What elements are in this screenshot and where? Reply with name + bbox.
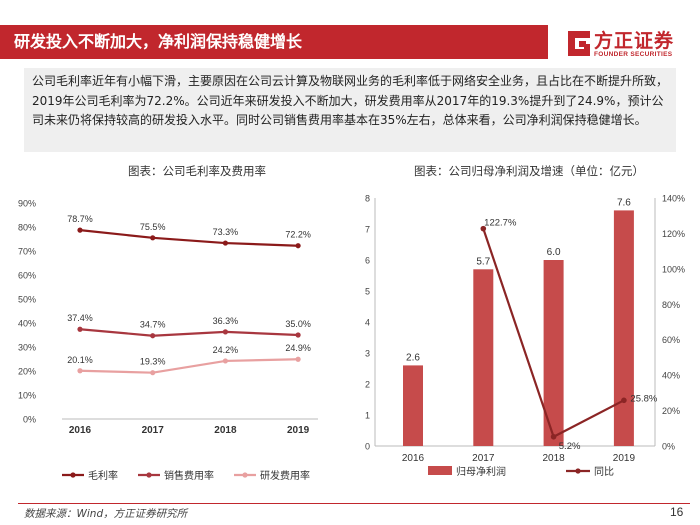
- bar: [473, 269, 494, 446]
- yoy-label: 5.2%: [559, 441, 581, 452]
- y-right-tick-label: 100%: [662, 264, 685, 274]
- data-label: 24.9%: [285, 343, 311, 353]
- data-label: 20.1%: [67, 355, 93, 365]
- data-point: [150, 235, 156, 241]
- yoy-point: [621, 397, 627, 404]
- page-title: 研发投入不断加大，净利润保持稳健增长: [0, 25, 548, 59]
- chart2-title: 图表：公司归母净利润及增速（单位：亿元）: [414, 164, 644, 178]
- y-left-tick-label: 1: [365, 411, 370, 421]
- footer-divider: [18, 503, 690, 504]
- legend-marker-icon: [70, 472, 76, 478]
- data-point: [222, 358, 228, 364]
- data-point: [77, 368, 83, 374]
- yoy-label: 122.7%: [484, 218, 517, 229]
- y-tick-label: 60%: [18, 271, 36, 281]
- y-tick-label: 10%: [18, 391, 36, 401]
- series-line-2: [79, 328, 299, 337]
- y-tick-label: 40%: [18, 319, 36, 329]
- y-left-tick-label: 5: [365, 287, 370, 297]
- series-line-1: [79, 229, 299, 247]
- y-right-tick-label: 20%: [662, 406, 680, 416]
- y-left-tick-label: 0: [365, 442, 370, 452]
- y-tick-label: 20%: [18, 367, 36, 377]
- data-point: [77, 227, 83, 233]
- y-right-tick-label: 0%: [662, 442, 675, 452]
- data-point: [222, 329, 228, 335]
- bar-label: 6.0: [547, 247, 561, 258]
- y-right-tick-label: 40%: [662, 371, 680, 381]
- page-number: 16: [670, 505, 684, 519]
- data-label: 36.3%: [213, 316, 239, 326]
- data-label: 19.3%: [140, 357, 166, 367]
- yoy-label: 25.8%: [630, 393, 657, 404]
- data-label: 75.5%: [140, 222, 166, 232]
- data-point: [150, 370, 156, 376]
- bar: [403, 365, 423, 446]
- y-tick-label: 70%: [18, 247, 36, 257]
- data-point: [77, 326, 83, 332]
- x-tick-label: 2017: [472, 453, 495, 464]
- data-label: 73.3%: [213, 227, 239, 237]
- data-point: [222, 240, 228, 246]
- bar-label: 7.6: [617, 197, 631, 208]
- y-left-tick-label: 3: [365, 349, 370, 359]
- bar-label: 2.6: [406, 352, 420, 363]
- legend-label: 销售费用率: [164, 469, 214, 482]
- logo-text-cn: 方正证券: [594, 30, 675, 52]
- legend-label: 毛利率: [88, 469, 118, 482]
- data-point: [295, 243, 301, 249]
- y-left-tick-label: 8: [365, 194, 370, 204]
- x-tick-label: 2016: [402, 453, 425, 464]
- y-tick-label: 90%: [18, 199, 36, 209]
- x-tick-label: 2017: [142, 425, 165, 436]
- y-left-tick-label: 2: [365, 380, 370, 390]
- data-label: 35.0%: [285, 319, 311, 329]
- bar: [613, 210, 634, 446]
- y-right-tick-label: 80%: [662, 300, 680, 310]
- legend-marker-icon: [242, 472, 248, 478]
- legend-label: 归母净利润: [456, 465, 506, 478]
- y-tick-label: 30%: [18, 343, 36, 353]
- data-label: 34.7%: [140, 320, 166, 330]
- legend-bar-icon: [428, 466, 452, 475]
- x-tick-label: 2018: [542, 453, 565, 464]
- x-tick-label: 2019: [613, 453, 636, 464]
- x-tick-label: 2019: [287, 425, 310, 436]
- data-label: 72.2%: [285, 230, 311, 240]
- data-point: [150, 333, 156, 339]
- legend-label: 同比: [594, 466, 614, 478]
- series-line-3: [79, 358, 299, 374]
- y-right-tick-label: 120%: [662, 229, 685, 239]
- x-tick-label: 2016: [69, 425, 92, 436]
- data-label: 24.2%: [213, 345, 239, 355]
- y-tick-label: 50%: [18, 295, 36, 305]
- y-tick-label: 0%: [23, 415, 36, 425]
- y-left-tick-label: 7: [365, 225, 370, 235]
- data-label: 78.7%: [67, 214, 93, 224]
- chart1-title: 图表：公司毛利率及费用率: [128, 164, 266, 178]
- legend-marker-icon: [575, 468, 581, 474]
- data-label: 37.4%: [67, 313, 93, 323]
- x-tick-label: 2018: [214, 425, 237, 436]
- data-point: [295, 332, 301, 338]
- logo-mark-icon: [568, 31, 590, 56]
- y-tick-label: 80%: [18, 223, 36, 233]
- y-left-tick-label: 4: [365, 318, 370, 328]
- logo-text-en: FOUNDER SECURITIES: [594, 51, 673, 58]
- summary-text: 公司毛利率近年有小幅下滑，主要原因在公司云计算及物联网业务的毛利率低于网络安全业…: [24, 68, 676, 152]
- yoy-point: [480, 225, 487, 232]
- y-right-tick-label: 140%: [662, 194, 685, 204]
- data-point: [295, 356, 301, 362]
- yoy-point: [550, 433, 557, 440]
- legend-label: 研发费用率: [260, 469, 310, 482]
- y-left-tick-label: 6: [365, 256, 370, 266]
- legend-marker-icon: [146, 472, 152, 478]
- brand-logo: 方正证券 FOUNDER SECURITIES: [560, 25, 690, 61]
- bar: [543, 260, 564, 446]
- y-right-tick-label: 60%: [662, 335, 680, 345]
- data-source: 数据来源：Wind，方正证券研究所: [24, 508, 188, 520]
- bar-label: 5.7: [476, 256, 490, 267]
